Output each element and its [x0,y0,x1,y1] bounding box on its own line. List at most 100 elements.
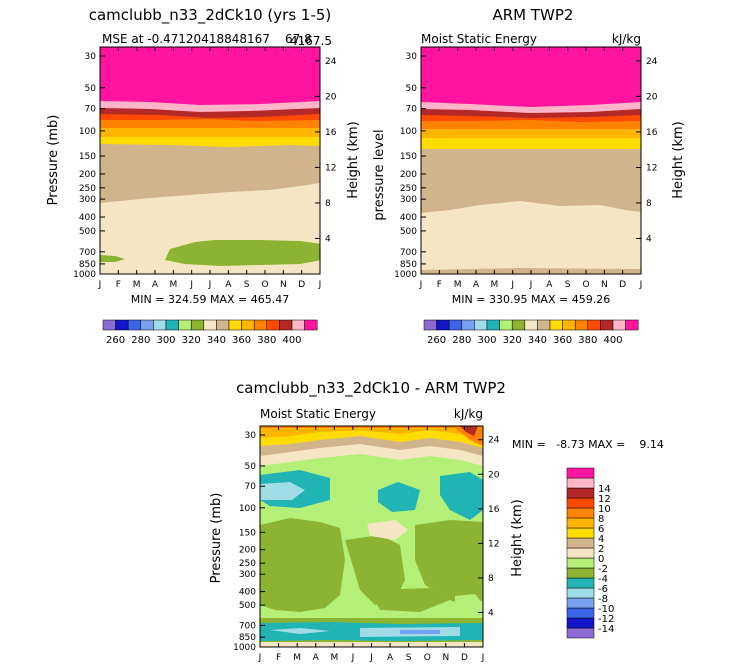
colorbar-top-swatch [127,319,142,331]
panel-model-subtitle-right: 67.8 [285,32,312,46]
colorbar-diff-label: 2 [598,544,604,555]
month-tick-label-obs: M [490,280,498,290]
pressure-tick-label-diff: 400 [239,588,256,598]
colorbar-diff-swatch [566,477,595,489]
pressure-tick-label-diff: 150 [239,528,256,538]
colorbar-diff-label: 0 [598,554,604,565]
colorbar-top-label: 340 [207,335,226,346]
colorbar-diff-swatch [566,617,595,629]
pressure-tick-label-model: 400 [79,213,96,223]
pressure-tick-label-diff: 300 [239,570,256,580]
pressure-tick-label-model: 50 [85,84,97,94]
pressure-tick-label-model: 850 [79,260,96,270]
panel-diff-ylabel-left: Pressure (mb) [209,493,224,584]
colorbar-diff-label: -10 [598,604,614,615]
colorbar-diff-swatch [566,597,595,609]
panel-obs-subtitle-left: Moist Static Energy [421,32,537,46]
colorbar-top-swatch [190,319,205,331]
pressure-tick-label-obs: 400 [400,213,417,223]
month-tick-label-diff: J [369,653,373,663]
pressure-tick-label-diff: 30 [245,431,257,441]
panel-model-subtitle-overlap: 4167.5 [290,34,332,48]
pressure-tick-label-obs: 200 [400,170,417,180]
pressure-tick-label-model: 250 [79,184,96,194]
panel-obs-title: ARM TWP2 [493,6,574,24]
height-tick-label-obs: 20 [646,92,658,102]
colorbar-top-label: 300 [156,335,175,346]
height-tick-label-obs: 4 [646,234,652,244]
panel-obs-ylabel-left: pressure level [372,129,387,220]
colorbar-diff-label: -6 [598,584,608,595]
colorbar-top-swatch [178,319,192,331]
month-tick-label-model: M [169,280,177,290]
month-tick-label-model: F [116,280,121,290]
month-tick-label-model: D [298,280,305,290]
colorbar-top-swatch [253,319,268,331]
colorbar-top-swatch [436,319,450,331]
month-tick-label-diff: A [387,653,394,663]
height-tick-label-diff: 8 [488,574,494,584]
colorbar-top-swatch [562,319,576,331]
month-tick-label-model: A [152,280,159,290]
height-tick-label-diff: 12 [488,539,499,549]
colorbar-top-swatch [291,319,305,331]
pressure-tick-label-diff: 200 [239,546,256,556]
colorbar-diff-label: 4 [598,534,604,545]
colorbar-top-swatch [574,319,589,331]
colorbar-top-swatch [486,319,500,331]
pressure-tick-label-model: 70 [85,105,97,115]
pressure-tick-label-diff: 700 [239,621,256,631]
colorbar-top-label: 280 [131,335,150,346]
colorbar-top-swatch [625,319,639,331]
colorbar-diff-label: 10 [598,504,611,515]
colorbar-diff-swatch [566,507,595,519]
colorbar-top-swatch [474,319,488,331]
colorbar-top-swatch [266,319,280,331]
pressure-tick-label-model: 1000 [73,270,96,280]
month-tick-label-model: J [318,280,322,290]
colorbar-diff-label: 14 [598,484,611,495]
month-tick-label-diff: F [276,653,281,663]
colorbar-top-swatch [153,319,167,331]
month-tick-label-diff: J [351,653,355,663]
colorbar-top-label: 400 [282,335,301,346]
panel-model-title: camclubb_n33_2dCk10 (yrs 1-5) [89,6,332,25]
colorbar-top-swatch [587,319,601,331]
colorbar-diff-swatch [566,567,595,579]
month-tick-label-diff: O [424,653,431,663]
colorbar-diff-swatch [566,587,595,599]
panel-diff-ylabel-right: Height (km) [510,499,525,576]
colorbar-top-label: 320 [182,335,201,346]
colorbar-top-swatch [499,319,513,331]
pressure-tick-label-obs: 500 [400,227,417,237]
month-tick-label-model: J [189,280,193,290]
month-tick-label-model: J [208,280,212,290]
month-tick-label-obs: O [582,280,589,290]
colorbar-diff-label: 8 [598,514,604,525]
colorbar-top-swatch [241,319,255,331]
colorbar-diff-label: -12 [598,614,614,625]
pressure-tick-label-model: 700 [79,248,96,258]
height-tick-label-diff: 16 [488,505,500,515]
month-tick-label-model: J [98,280,102,290]
colorbar-diff-label: 6 [598,524,604,535]
pressure-tick-label-model: 200 [79,170,96,180]
month-tick-label-model: M [133,280,141,290]
colorbar-diff-swatch [566,497,595,509]
panel-obs-ylabel-right: Height (km) [671,121,686,198]
month-tick-label-obs: F [437,280,442,290]
pressure-tick-label-obs: 30 [406,52,418,62]
colorbar-top-label: 260 [427,335,446,346]
colorbar-top-label: 380 [257,335,276,346]
axes-layer: 3050701001502002503004005007008501000242… [73,47,658,663]
month-tick-label-diff: J [481,653,485,663]
pressure-tick-label-diff: 850 [239,633,256,643]
colorbar-top-swatch [549,319,563,331]
pressure-tick-label-diff: 100 [239,504,256,514]
height-tick-label-obs: 12 [646,163,657,173]
month-tick-label-obs: J [639,280,643,290]
colorbar-diff-label: -2 [598,564,608,575]
panel-model-ylabel-left: Pressure (mb) [46,115,61,206]
panel-model-ylabel-right: Height (km) [346,121,361,198]
